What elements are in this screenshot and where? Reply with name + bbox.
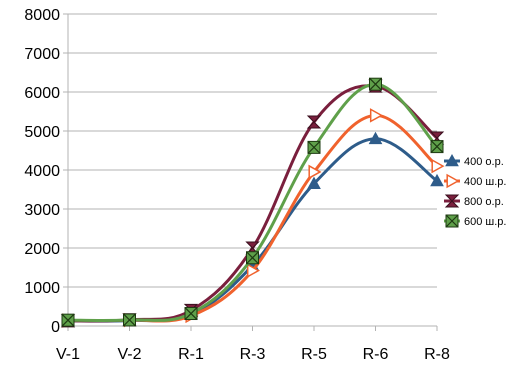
data-point-marker bbox=[308, 164, 322, 180]
legend-label: 400 о.р. bbox=[464, 156, 504, 168]
series-line bbox=[66, 137, 439, 323]
series-4 bbox=[61, 77, 444, 327]
x-tick-label: V-1 bbox=[56, 346, 80, 363]
y-tick-label: 7000 bbox=[24, 46, 60, 63]
legend-marker-swatch bbox=[444, 194, 460, 208]
legend-marker-swatch bbox=[445, 214, 459, 228]
legend-label: 600 ш.р. bbox=[464, 216, 506, 228]
legend-marker-swatch bbox=[445, 153, 459, 167]
legend-item: 600 ш.р. bbox=[444, 214, 506, 228]
data-point-marker bbox=[307, 140, 321, 154]
y-tick-label: 1000 bbox=[24, 280, 60, 297]
y-tick-label: 2000 bbox=[24, 241, 60, 258]
data-point-marker bbox=[246, 251, 259, 265]
series-layer bbox=[60, 77, 445, 328]
x-tick-label: R-3 bbox=[240, 346, 266, 363]
y-tick-label: 4000 bbox=[24, 163, 60, 180]
legend-item: 800 о.р. bbox=[444, 194, 504, 208]
series-line bbox=[66, 82, 439, 323]
data-point-marker bbox=[184, 307, 198, 321]
y-tick-label: 3000 bbox=[24, 202, 60, 219]
grid-layer bbox=[68, 13, 437, 327]
legend-item: 400 ш.р. bbox=[444, 173, 506, 189]
legend: 400 о.р. 400 ш.р. 800 о.р. 600 ш.р. bbox=[444, 153, 506, 228]
legend-label: 400 ш.р. bbox=[464, 176, 506, 188]
legend-item: 400 о.р. bbox=[444, 153, 504, 168]
data-point-marker bbox=[61, 313, 75, 327]
data-point-marker bbox=[430, 173, 444, 187]
x-tick-label: R-1 bbox=[178, 346, 204, 363]
legend-marker-swatch bbox=[446, 173, 460, 189]
x-tick-label: R-5 bbox=[301, 346, 327, 363]
data-point-marker bbox=[307, 176, 321, 189]
y-tick-label: 0 bbox=[51, 319, 60, 336]
x-tick-label: V-2 bbox=[117, 346, 141, 363]
series-1 bbox=[61, 131, 444, 327]
x-tick-label: R-6 bbox=[363, 346, 389, 363]
y-tick-label: 6000 bbox=[24, 85, 60, 102]
legend-label: 800 о.р. bbox=[464, 196, 504, 208]
y-tick-label: 8000 bbox=[24, 7, 60, 24]
axis-layer: 0 1000 2000 3000 4000 5000 6000 7000 8000 V-1 V-2 R… bbox=[24, 7, 450, 363]
data-point-marker bbox=[430, 140, 444, 154]
x-tick-label: R-8 bbox=[424, 346, 450, 363]
data-point-marker bbox=[306, 115, 322, 129]
data-point-marker bbox=[368, 131, 383, 145]
y-tick-label: 5000 bbox=[24, 124, 60, 141]
data-point-marker bbox=[369, 77, 382, 91]
series-line bbox=[66, 84, 439, 323]
data-point-marker bbox=[246, 263, 261, 278]
series-line bbox=[66, 113, 439, 323]
data-point-marker bbox=[369, 108, 384, 123]
data-point-marker bbox=[123, 313, 136, 327]
data-point-marker bbox=[431, 158, 445, 174]
